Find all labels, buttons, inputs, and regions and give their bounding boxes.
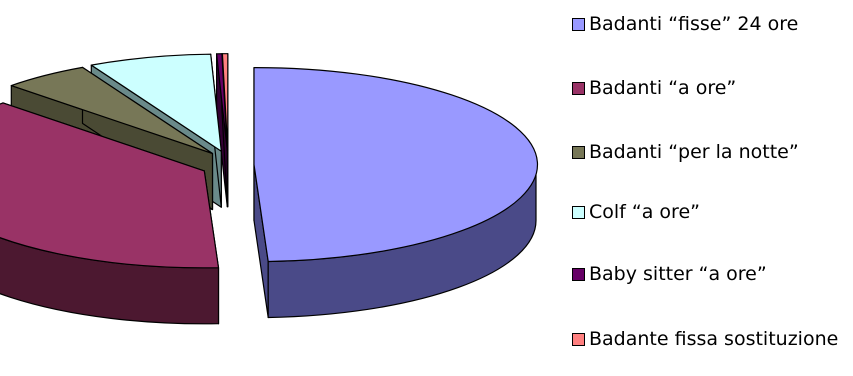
pie-slice-baby-sitter-a-ore — [216, 53, 228, 208]
pie-slice-badanti-fisse-24-ore-top — [253, 66, 539, 263]
pie-slice-colf-a-ore-top — [90, 53, 222, 152]
legend-swatch-icon — [572, 206, 585, 219]
pie-slice-badanti-fisse-24-ore — [253, 66, 539, 319]
legend-label: Colf “a ore” — [589, 201, 700, 223]
legend-label: Badanti “per la notte” — [589, 141, 799, 163]
legend-item-colf: Colf “a ore” — [572, 201, 700, 224]
legend-label: Badanti “a ore” — [589, 77, 737, 99]
legend-item-baby-sitter: Baby sitter “a ore” — [572, 263, 767, 286]
pie-slice-badanti-per-la-notte-top — [10, 66, 214, 155]
legend-label: Badanti “fisse” 24 ore — [589, 13, 799, 35]
legend-label: Badante fissa sostituzione — [589, 328, 839, 350]
legend-swatch-icon — [572, 268, 585, 281]
pie-slice-badanti-a-ore — [0, 102, 220, 325]
legend-item-badanti-a-ore: Badanti “a ore” — [572, 77, 736, 100]
legend-item-badanti-notte: Badanti “per la notte” — [572, 141, 799, 164]
legend-swatch-icon — [572, 18, 585, 31]
legend-swatch-icon — [572, 333, 585, 346]
legend-swatch-icon — [572, 82, 585, 95]
legend-swatch-icon — [572, 146, 585, 159]
legend-label: Baby sitter “a ore” — [589, 263, 767, 285]
pie-chart-plot — [0, 53, 539, 325]
legend-item-badanti-fisse: Badanti “fisse” 24 ore — [572, 13, 798, 36]
legend-item-badante-sostituzione: Badante fissa sostituzione — [572, 328, 839, 351]
pie-slice-baby-sitter-a-ore-top — [216, 53, 228, 152]
pie-slice-badanti-a-ore-top — [0, 102, 220, 269]
